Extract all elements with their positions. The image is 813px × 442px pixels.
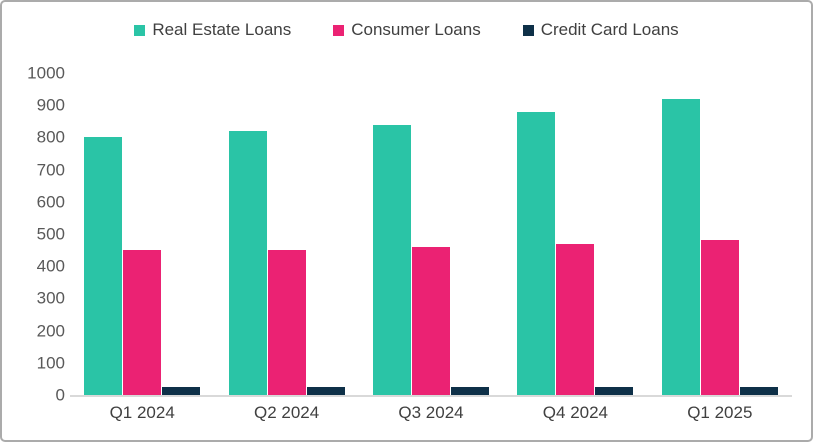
y-tick-label: 800 xyxy=(36,127,65,147)
plot-area xyxy=(70,73,792,397)
bar-real-estate-loans xyxy=(84,137,123,395)
legend-swatch-icon xyxy=(134,24,146,36)
bar-credit-card-loans xyxy=(595,386,634,395)
bar-real-estate-loans xyxy=(661,98,700,395)
bar-group-q1-2025 xyxy=(648,73,792,395)
bar-consumer-loans xyxy=(412,246,451,395)
bar-credit-card-loans xyxy=(451,386,490,395)
bar-group-q1-2024 xyxy=(70,73,214,395)
bar-real-estate-loans xyxy=(373,124,412,395)
x-tick-label-q3-2024: Q3 2024 xyxy=(398,403,464,422)
y-tick-label: 200 xyxy=(36,321,65,341)
y-tick-label: 600 xyxy=(36,192,65,212)
y-tick-label: 900 xyxy=(36,95,65,115)
y-axis: 1000 900 800 700 600 500 400 300 200 100 0 xyxy=(2,65,65,404)
bar-credit-card-loans xyxy=(306,386,345,395)
y-tick-label: 400 xyxy=(36,256,65,276)
y-tick-label: 100 xyxy=(36,353,65,373)
bar-credit-card-loans xyxy=(162,386,201,395)
x-tick-label-q4-2024: Q4 2024 xyxy=(542,403,609,422)
bar-group-q4-2024 xyxy=(503,73,647,395)
legend-label: Credit Card Loans xyxy=(540,20,679,39)
bar-real-estate-loans xyxy=(517,111,556,395)
y-tick-label: 1000 xyxy=(27,63,65,83)
x-tick-label-q1-2024: Q1 2024 xyxy=(109,403,175,422)
bar-real-estate-loans xyxy=(228,130,267,395)
legend-label: Real Estate Loans xyxy=(152,20,292,39)
y-tick-label: 500 xyxy=(36,224,65,244)
bar-consumer-loans xyxy=(556,243,595,395)
bar-consumer-loans xyxy=(267,250,306,395)
legend-swatch-icon xyxy=(522,24,534,36)
bar-consumer-loans xyxy=(700,240,739,395)
y-tick-label: 0 xyxy=(55,385,65,405)
bar-group-q3-2024 xyxy=(359,73,503,395)
y-tick-label: 300 xyxy=(36,288,65,308)
legend-item-credit-card-loans: Credit Card Loans xyxy=(522,20,679,40)
legend-item-consumer-loans: Consumer Loans xyxy=(333,20,481,40)
y-tick-label: 700 xyxy=(36,160,65,180)
bar-groups xyxy=(70,73,792,395)
legend-swatch-icon xyxy=(333,24,345,36)
x-tick-label-q2-2024: Q2 2024 xyxy=(253,403,320,422)
x-tick-label-q1-2025: Q1 2025 xyxy=(687,403,753,422)
bar-group-q2-2024 xyxy=(214,73,358,395)
bar-credit-card-loans xyxy=(739,386,778,395)
legend: Real Estate Loans Consumer Loans Credit Ca… xyxy=(2,20,811,40)
x-axis: Q1 2024 Q2 2024 Q3 2024 Q4 2024 Q1 2025 xyxy=(70,403,792,423)
legend-item-real-estate-loans: Real Estate Loans xyxy=(134,20,291,40)
bar-consumer-loans xyxy=(123,250,162,395)
legend-label: Consumer Loans xyxy=(351,20,481,39)
